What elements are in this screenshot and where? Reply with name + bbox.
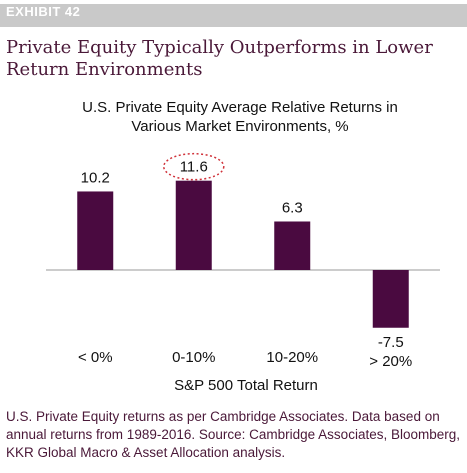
exhibit-banner	[0, 4, 467, 27]
exhibit-label: EXHIBIT 42	[6, 4, 81, 19]
data-label: 6.3	[282, 199, 303, 216]
category-label: > 20%	[369, 353, 412, 370]
data-label: 10.2	[81, 169, 110, 186]
x-axis-label: S&P 500 Total Return	[174, 377, 318, 394]
bar	[372, 270, 409, 328]
highlight-ring	[163, 152, 225, 181]
data-label: -7.5	[378, 334, 404, 351]
category-label: 10-20%	[266, 349, 318, 366]
data-label: 11.6	[180, 159, 208, 176]
headline: Private Equity Typically Outperforms in …	[6, 37, 433, 80]
category-label: 0-10%	[172, 349, 215, 366]
chart-title: U.S. Private Equity Average Relative Ret…	[82, 99, 398, 135]
bar	[77, 191, 114, 270]
category-label: < 0%	[78, 349, 113, 366]
source-caption: U.S. Private Equity returns as per Cambr…	[6, 409, 460, 460]
bar	[175, 180, 212, 270]
bar	[274, 221, 311, 270]
